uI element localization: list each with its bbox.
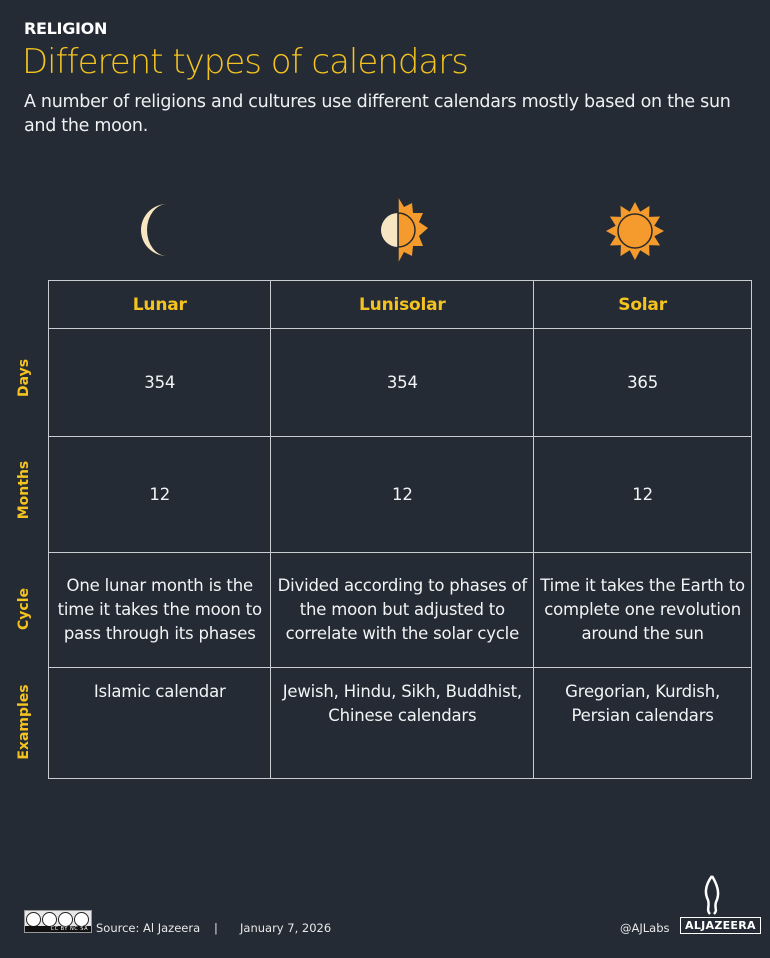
row-label-months: Months	[16, 460, 32, 520]
table-cell: Jewish, Hindu, Sikh, Buddhist, Chinese c…	[270, 667, 535, 779]
table-row-days: 354 354 365	[47, 328, 752, 437]
table-row-examples: Islamic calendar Jewish, Hindu, Sikh, Bu…	[47, 667, 752, 779]
column-header-lunar: Lunar	[47, 280, 272, 329]
table-cell: Islamic calendar	[47, 667, 272, 779]
column-header-lunisolar: Lunisolar	[270, 280, 535, 329]
separator: |	[214, 921, 218, 935]
row-label-days: Days	[16, 358, 32, 398]
table-row-cycle: One lunar month is the time it takes the…	[47, 552, 752, 668]
page-title: Different types of calendars	[22, 42, 469, 82]
table-cell: Gregorian, Kurdish, Persian calendars	[533, 667, 752, 779]
table-cell: Divided according to phases of the moon …	[270, 552, 535, 668]
table-cell: One lunar month is the time it takes the…	[47, 552, 272, 668]
handle: @AJLabs	[620, 921, 670, 935]
creative-commons-license-icon: CC BY NC SA	[24, 910, 92, 933]
calendar-comparison-table: Lunar Lunisolar Solar 354 354 365 12 12 …	[47, 280, 752, 779]
table-cell: 12	[533, 436, 752, 553]
table-cell: 354	[270, 328, 535, 437]
table-cell: 12	[270, 436, 535, 553]
source: Source: Al Jazeera	[96, 921, 201, 935]
column-header-solar: Solar	[533, 280, 752, 329]
table-cell: 354	[47, 328, 272, 437]
table-row-months: 12 12 12	[47, 436, 752, 553]
license-text: CC BY NC SA	[25, 926, 91, 932]
row-label-examples: Examples	[16, 684, 32, 760]
sun-icon	[606, 202, 664, 260]
table-cell: 365	[533, 328, 752, 437]
table-cell: 12	[47, 436, 272, 553]
crescent-moon-icon	[141, 204, 167, 256]
half-moon-half-sun-icon	[381, 197, 428, 263]
subtitle: A number of religions and cultures use d…	[24, 92, 731, 136]
date: January 7, 2026	[240, 921, 332, 935]
kicker: RELIGION	[24, 19, 108, 38]
sun-disc	[617, 213, 653, 249]
al-jazeera-emblem-icon	[704, 875, 720, 915]
aljazeera-logo: ALJAZEERA	[680, 917, 761, 934]
table-cell: Time it takes the Earth to complete one …	[533, 552, 752, 668]
row-label-cycle: Cycle	[16, 588, 32, 630]
